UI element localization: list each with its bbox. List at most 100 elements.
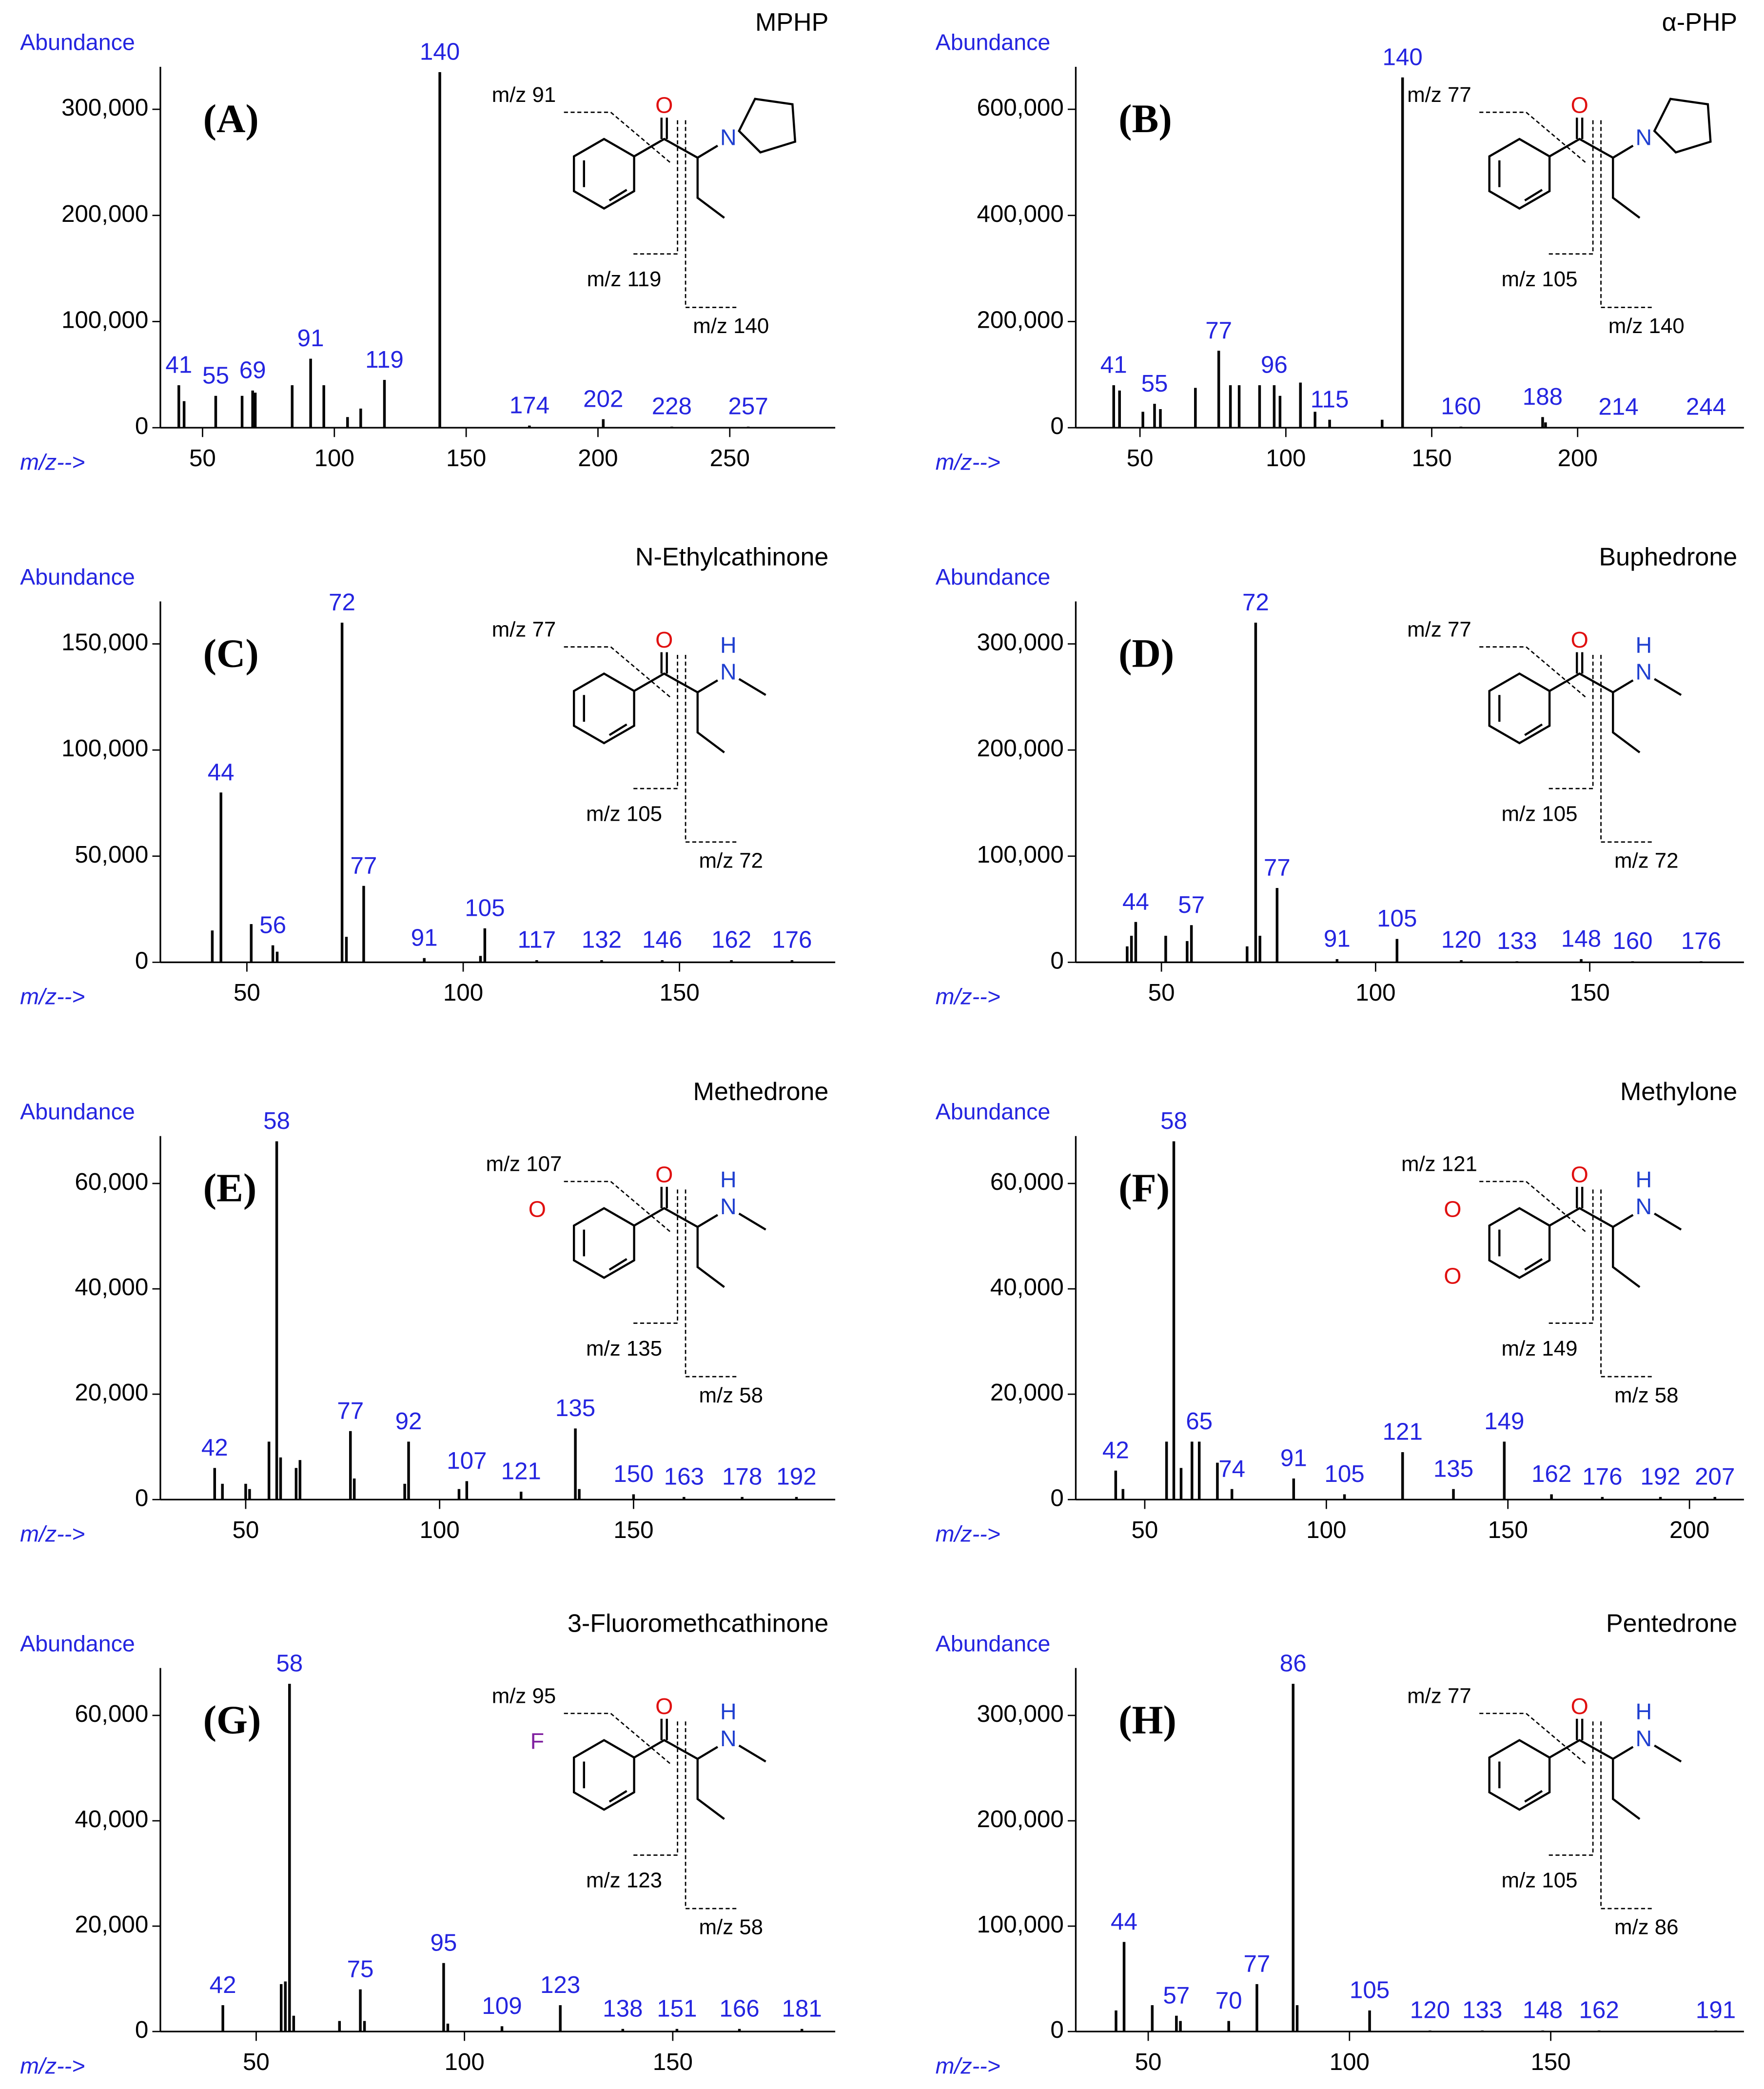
peak [1216, 1462, 1219, 1500]
peak [1401, 1452, 1404, 1500]
x-tick-label: 150 [613, 1517, 653, 1543]
peak-label: 178 [722, 1463, 762, 1490]
peak-label: 162 [1579, 1997, 1619, 2024]
fragment-lines [1479, 1713, 1653, 1910]
y-tick-label: 50,000 [75, 841, 148, 868]
peak-label: 132 [582, 926, 622, 953]
y-tick-label: 300,000 [977, 629, 1063, 655]
y-tick-label: 0 [1050, 1484, 1063, 1511]
atom-label: N [1635, 124, 1652, 150]
peak-label: 133 [1497, 927, 1537, 954]
peak-label: 74 [1218, 1455, 1245, 1482]
amine-chain [1654, 678, 1682, 696]
y-tick-label: 0 [135, 947, 148, 974]
panel-label: (F) [1118, 1166, 1170, 1210]
chart-title: 3-Fluoromethcathinone [568, 1610, 828, 1638]
x-tick-label: 150 [446, 445, 486, 472]
peak [423, 958, 426, 963]
peak [465, 1481, 469, 1500]
peak [1343, 1494, 1346, 1500]
peak [457, 1489, 461, 1500]
y-tick-label: 60,000 [75, 1700, 148, 1727]
peak [1541, 2030, 1544, 2032]
fragment-line [1600, 1189, 1653, 1378]
peak [1452, 1489, 1455, 1500]
atom-label: H [1635, 632, 1652, 658]
peak [1191, 1441, 1194, 1500]
fragment-line [1479, 1181, 1587, 1233]
atom-label: O [1571, 1694, 1588, 1719]
x-tick-label: 50 [1132, 1517, 1158, 1543]
structure [572, 1718, 766, 1820]
fragment-line [630, 120, 679, 255]
peak-label: 192 [776, 1463, 816, 1490]
x-tick-label: 100 [443, 979, 483, 1006]
fragment-line [1600, 120, 1653, 308]
y-tick-label: 300,000 [977, 1700, 1063, 1727]
bond [633, 138, 718, 159]
peak-label: 58 [1160, 1107, 1187, 1134]
y-tick-label: 60,000 [75, 1168, 148, 1195]
atom-label: H [1635, 1699, 1652, 1724]
peak-label: 162 [1531, 1460, 1571, 1487]
peak-label: 58 [263, 1107, 290, 1134]
peak [1292, 1478, 1295, 1500]
atom-label: H [720, 632, 737, 658]
peak [800, 2029, 804, 2032]
peak-label: 188 [1523, 383, 1563, 410]
peak [345, 937, 348, 963]
fragment-label: m/z 95 [492, 1684, 556, 1708]
peak-label: 257 [728, 393, 768, 420]
atom-label: N [720, 1194, 737, 1219]
peak-label: 41 [165, 352, 192, 378]
peak-label: 42 [1102, 1437, 1129, 1464]
peak-label: 202 [583, 385, 623, 412]
fragment-label: m/z 58 [699, 1383, 763, 1407]
peak-label: 72 [1242, 589, 1269, 616]
peak [738, 2029, 741, 2032]
peak-label: 77 [337, 1397, 364, 1424]
peak [275, 951, 279, 963]
x-tick-label: 200 [578, 445, 618, 472]
y-tick-label: 0 [1050, 947, 1063, 974]
structure [572, 652, 766, 753]
peak [407, 1441, 410, 1500]
y-tick-label: 0 [1050, 413, 1063, 439]
x-tick-label: 50 [189, 445, 216, 472]
peak-label: 57 [1178, 891, 1205, 918]
peak [1164, 936, 1167, 963]
y-tick-label: 40,000 [75, 1806, 148, 1833]
x-tick-label: 150 [659, 979, 699, 1006]
peak [1292, 1684, 1294, 2032]
peak [683, 1497, 686, 1500]
peak-label: 148 [1523, 1997, 1563, 2024]
peak [214, 395, 217, 428]
fragment-lines [1479, 1181, 1653, 1378]
peak-label: 115 [1311, 386, 1349, 413]
peak [1159, 409, 1162, 428]
peak [1617, 427, 1620, 428]
peak-label: 120 [1441, 926, 1481, 953]
atom-label: H [720, 1167, 737, 1192]
peak [1550, 1494, 1553, 1500]
peak-label: 42 [210, 1971, 236, 1998]
peak-label: 140 [420, 39, 460, 65]
peak-label: 77 [351, 852, 377, 879]
peak [322, 385, 325, 428]
peak-label: 57 [1163, 1982, 1190, 2009]
x-tick-label: 100 [420, 1517, 460, 1543]
peak [298, 1460, 302, 1500]
y-tick-label: 0 [1050, 2016, 1063, 2043]
peak [559, 2005, 562, 2032]
peak-label: 91 [1324, 926, 1351, 952]
fragment-line [564, 646, 671, 698]
peak [383, 380, 386, 428]
peak [479, 956, 482, 963]
fragment-line [564, 1181, 671, 1233]
fragment-line [1479, 1713, 1587, 1765]
x-tick-label: 150 [1488, 1517, 1528, 1543]
peak [1395, 939, 1399, 963]
fragment-lines [1479, 111, 1653, 308]
peak-label: 207 [1695, 1463, 1735, 1490]
